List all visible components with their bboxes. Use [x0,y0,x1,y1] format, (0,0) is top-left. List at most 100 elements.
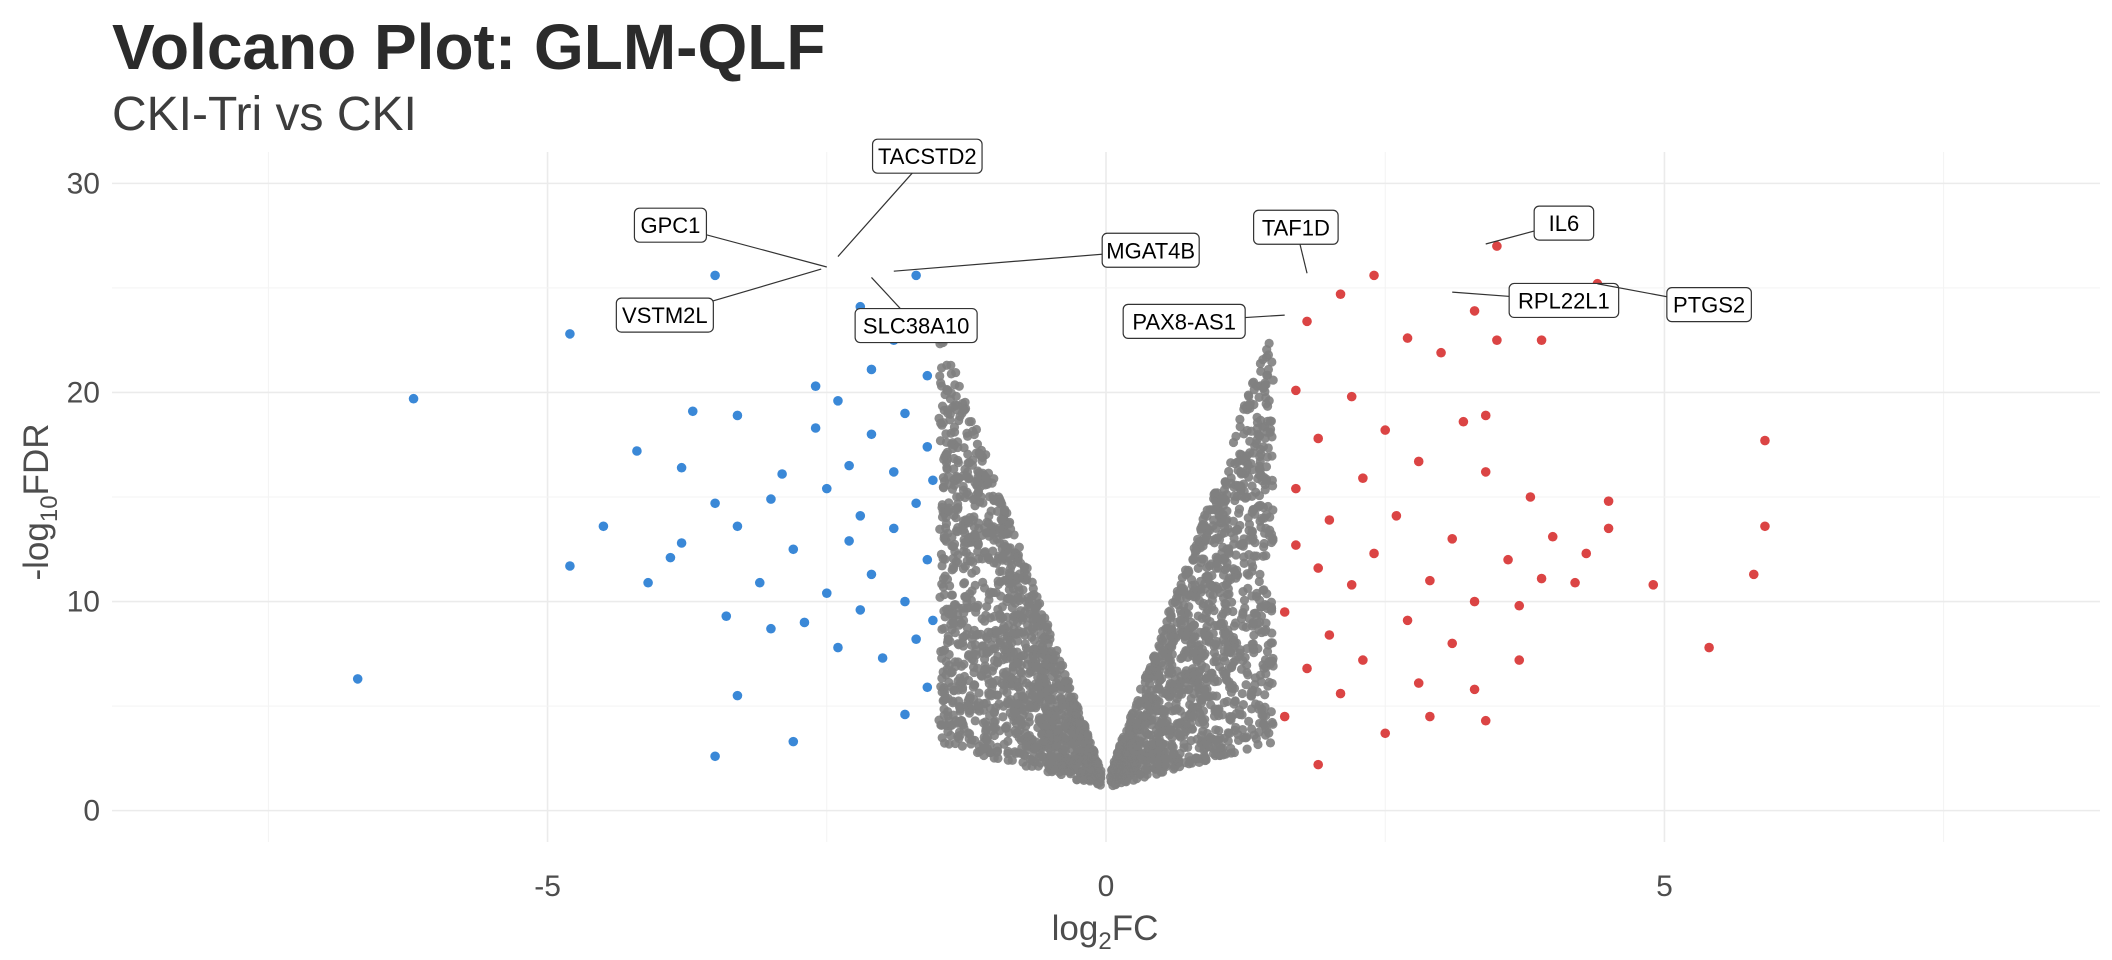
gene-label-box [854,307,978,344]
upregulated-point [1391,511,1402,521]
ns-point [977,671,987,681]
ns-point [965,512,975,523]
upregulated-point [1369,270,1379,281]
ns-point [936,418,946,428]
ns-point [1036,714,1046,724]
ns-point [1172,719,1182,729]
ns-point [1242,425,1252,436]
ns-point [1243,460,1253,470]
gene-label: VSTM2L [615,268,822,333]
ns-point [1210,706,1220,716]
ns-point [1230,655,1240,666]
ns-point [1254,576,1264,587]
upregulated-point [1369,548,1379,559]
ns-point [1163,701,1174,711]
gene-label-box [1253,209,1339,245]
downregulated-point [888,467,899,477]
ns-point [1252,412,1262,422]
ns-point [971,565,981,576]
ns-point [1001,723,1011,733]
ns-point [998,655,1008,665]
ns-point [983,528,993,538]
ns-point [1236,614,1247,624]
ns-point [1165,725,1175,735]
ns-point [1206,700,1216,710]
upregulated-point [1581,548,1592,559]
ns-point [1152,747,1162,758]
upregulated-point [1603,523,1614,534]
y-tick-label: 10 [67,586,100,619]
ns-point [1051,740,1061,751]
ns-point [1247,639,1257,649]
upregulated-point [1413,456,1424,467]
ns-point [1183,628,1193,638]
ns-point [1251,610,1262,621]
downregulated-point [922,682,933,693]
ns-point [1209,648,1219,658]
ns-point [1257,476,1267,486]
ns-point [1042,654,1052,664]
ns-point [985,711,995,721]
ns-point [948,563,959,574]
ns-point [1021,761,1031,771]
ns-point [1191,681,1201,691]
ns-point [1242,401,1252,411]
downregulated-point [777,469,787,479]
ns-point [1266,707,1276,717]
ns-point [1228,516,1238,526]
ns-point [1183,652,1193,662]
ns-point [997,515,1007,525]
ns-point [969,429,979,440]
ns-point [956,661,967,671]
ns-point [1179,739,1189,749]
upregulated-point [1324,515,1335,525]
gene-label-text: IL6 [1549,211,1580,236]
ns-point [947,532,957,542]
downregulated-point [665,552,676,563]
upregulated-point [1324,630,1335,640]
gene-label-box [1101,232,1200,268]
downregulated-point [900,408,910,419]
ns-point [1067,720,1077,731]
ns-point [989,474,999,484]
x-tick-label: 0 [1098,870,1115,903]
upregulated-point [1536,335,1547,345]
ns-point [1244,716,1254,726]
upregulated-point [1480,410,1491,421]
ns-point [1068,738,1079,748]
upregulated-point [1514,655,1525,665]
ns-point [1003,746,1013,757]
ns-point [1028,621,1038,631]
ns-point [959,540,970,551]
ns-point [958,481,968,492]
ns-point [1264,657,1274,667]
ns-point [1229,539,1239,549]
downregulated-point [676,538,687,548]
ns-point [984,492,995,502]
ns-point [962,603,972,613]
ns-point [978,744,988,754]
ns-point [946,369,956,379]
downregulated-point [721,611,732,621]
ns-point [1018,572,1028,583]
ns-point [1267,432,1277,442]
ns-point [1202,562,1212,573]
ns-point [1225,712,1235,722]
ns-point [1151,701,1161,712]
ns-point [950,627,960,638]
ns-point [950,600,960,610]
ns-point [1198,541,1208,551]
ns-point [1228,632,1238,643]
downregulated-point [710,751,720,762]
ns-point [961,471,972,481]
ns-point [1056,709,1067,720]
ns-point [949,427,960,437]
ns-point [1059,741,1070,751]
ns-point [939,645,950,655]
ns-point [1239,595,1250,605]
ns-point [1225,574,1236,585]
ns-point [984,589,994,599]
ns-point [972,439,983,449]
downregulated-point [922,370,933,381]
gene-label-text: TAF1D [1262,215,1330,240]
